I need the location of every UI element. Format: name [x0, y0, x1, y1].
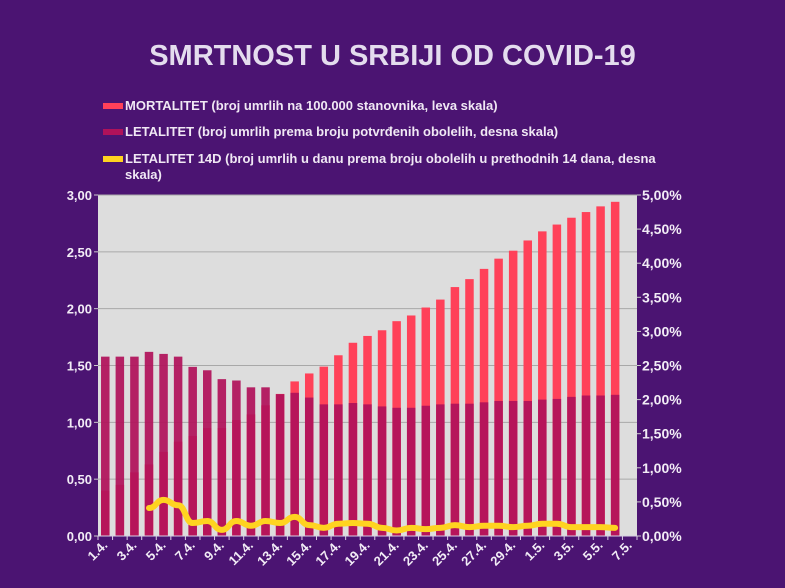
bar-mortalitet [610, 201, 620, 536]
left-axis-tick-label: 1,50 [67, 359, 92, 374]
bar-letalitet [217, 379, 227, 536]
left-axis-tick-label: 2,00 [67, 302, 92, 317]
x-axis-tick-label: 5.4. [143, 538, 169, 564]
legend-label: MORTALITET (broj umrlih na 100.000 stano… [125, 98, 498, 113]
bar-letalitet [392, 407, 401, 536]
bar-mortalitet [567, 217, 576, 536]
bar-letalitet [406, 407, 416, 536]
bar-letalitet [363, 404, 372, 536]
right-axis-tick-label: 2,50% [642, 358, 682, 374]
x-axis-tick-label: 3.5. [551, 538, 577, 564]
bar-letalitet [494, 400, 503, 536]
bar-letalitet [538, 399, 547, 536]
right-axis-tick-label: 0,50% [642, 494, 682, 510]
bar-mortalitet [494, 258, 503, 536]
x-axis-tick-label: 11.4. [226, 538, 257, 569]
right-axis-tick-label: 2,00% [642, 392, 682, 408]
bar-letalitet [115, 356, 125, 536]
bar-letalitet [159, 353, 168, 536]
bar-letalitet [348, 403, 358, 536]
chart-title: SMRTNOST U SRBIJI OD COVID-19 [149, 40, 636, 72]
right-axis-tick-label: 4,00% [642, 255, 682, 271]
right-axis-tick-label: 0,00% [642, 528, 682, 544]
bar-mortalitet [523, 240, 532, 536]
bar-letalitet [508, 400, 518, 536]
bar-letalitet [173, 356, 183, 536]
right-axis-tick-label: 4,50% [642, 221, 682, 237]
left-axis-tick-label: 2,50 [67, 245, 92, 260]
bar-letalitet [523, 400, 532, 536]
bar-letalitet [450, 403, 460, 536]
x-axis-tick-label: 9.4. [201, 538, 227, 564]
x-axis-tick-label: 7.5. [609, 538, 635, 564]
legend-label: LETALITET (broj umrlih prema broju potvr… [125, 124, 559, 139]
x-axis-tick-label: 5.5. [580, 538, 606, 564]
bar-letalitet [275, 394, 285, 536]
bar-letalitet [581, 395, 591, 536]
bar-letalitet [203, 370, 212, 536]
bar-letalitet [232, 380, 241, 536]
bar-mortalitet [596, 206, 605, 536]
x-axis-tick-label: 17.4. [312, 538, 343, 569]
bar-mortalitet [581, 212, 591, 537]
legend-swatch [103, 103, 123, 109]
bar-letalitet [552, 398, 562, 536]
bar-mortalitet [538, 231, 547, 536]
bar-letalitet [610, 394, 620, 536]
x-axis-tick-label: 21.4. [371, 538, 402, 569]
left-axis-tick-label: 0,00 [67, 529, 92, 544]
bar-mortalitet [508, 250, 518, 537]
bar-letalitet [596, 395, 605, 536]
x-axis-tick-label: 23.4. [400, 538, 431, 569]
x-axis-tick-label: 1.5. [521, 538, 547, 564]
bar-letalitet [246, 387, 256, 536]
x-axis-tick-label: 27.4. [458, 538, 489, 569]
bar-letalitet [290, 392, 299, 536]
x-axis-tick-label: 29.4. [487, 538, 518, 569]
bar-letalitet [334, 404, 343, 536]
right-axis-tick-label: 5,00% [642, 187, 682, 203]
bar-letalitet [319, 404, 329, 536]
left-axis-tick-label: 1,00 [67, 415, 92, 430]
x-axis-tick-label: 15.4. [283, 538, 314, 569]
left-axis-tick-label: 3,00 [67, 188, 92, 203]
x-axis-tick-label: 19.4. [342, 538, 373, 569]
left-axis-tick-label: 0,50 [67, 472, 92, 487]
bar-letalitet [465, 403, 474, 536]
bar-letalitet [261, 387, 270, 536]
right-axis-tick-label: 3,50% [642, 289, 682, 305]
bar-mortalitet [552, 224, 562, 536]
x-axis-tick-label: 7.4. [172, 538, 198, 564]
x-axis-tick-label: 13.4. [254, 538, 285, 569]
bar-letalitet [304, 397, 314, 536]
bar-letalitet [101, 356, 110, 536]
right-axis-tick-label: 1,50% [642, 426, 682, 442]
bar-letalitet [188, 366, 197, 536]
bar-letalitet [421, 405, 431, 536]
bar-letalitet [144, 351, 154, 536]
right-axis-tick-label: 3,00% [642, 323, 682, 339]
bar-letalitet [130, 356, 139, 536]
bar-letalitet [567, 396, 576, 536]
legend-item-letalitet-14d: LETALITET 14D (broj umrlih u danu prema … [103, 151, 663, 183]
legend-label: LETALITET 14D (broj umrlih u danu prema … [125, 151, 656, 182]
legend-swatch [103, 129, 123, 135]
legend-swatch [103, 156, 123, 162]
legend-item-mortalitet: MORTALITET (broj umrlih na 100.000 stano… [103, 98, 683, 114]
right-axis-tick-label: 1,00% [642, 460, 682, 476]
x-axis-tick-label: 25.4. [429, 538, 460, 569]
x-axis-tick-label: 3.4. [114, 538, 140, 564]
bar-letalitet [479, 402, 489, 536]
bar-letalitet [436, 404, 445, 536]
bar-letalitet [377, 406, 387, 536]
legend-item-letalitet: LETALITET (broj umrlih prema broju potvr… [103, 124, 683, 140]
